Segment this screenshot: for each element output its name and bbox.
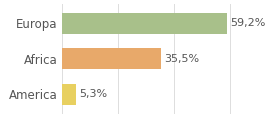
Text: 35,5%: 35,5% — [164, 54, 199, 64]
Bar — [62, 12, 227, 34]
Text: 5,3%: 5,3% — [79, 89, 107, 99]
Text: 59,2%: 59,2% — [230, 18, 265, 28]
Bar — [62, 84, 76, 105]
Bar — [62, 48, 161, 69]
